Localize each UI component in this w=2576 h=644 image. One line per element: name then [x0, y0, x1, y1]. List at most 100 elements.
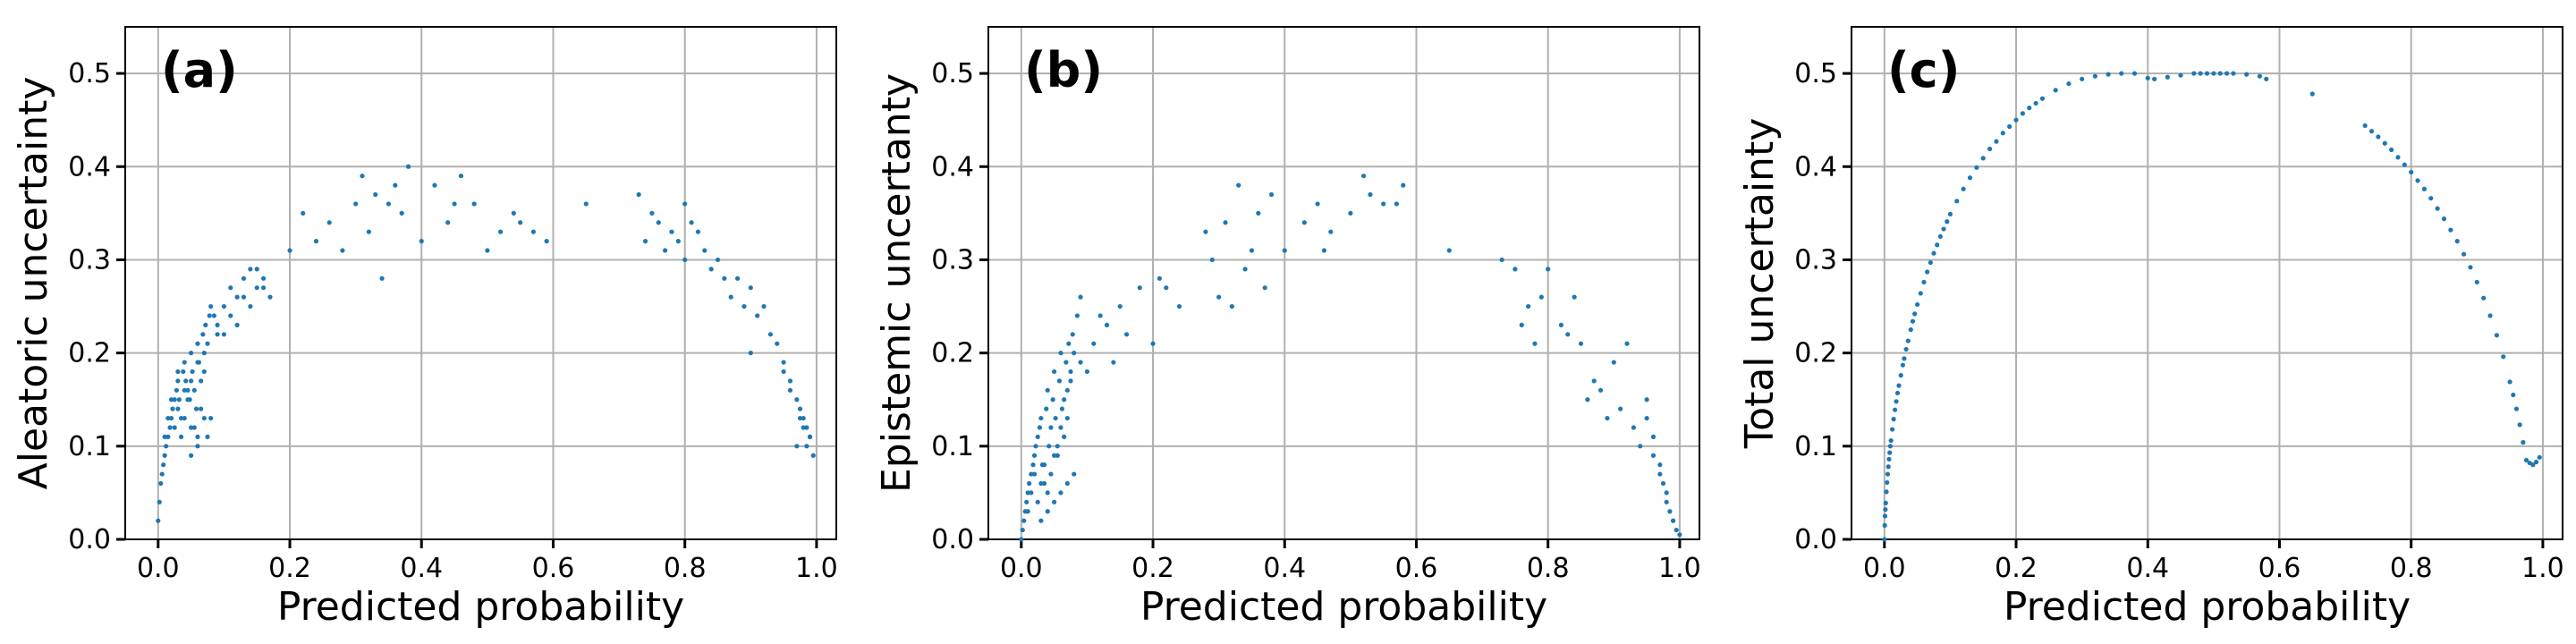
- data-point: [254, 285, 259, 291]
- data-point: [205, 341, 210, 346]
- data-point: [2309, 91, 2315, 97]
- data-point: [1242, 267, 1248, 272]
- data-point: [168, 397, 174, 402]
- y-tick-label: 0.3: [1794, 244, 1837, 275]
- data-point: [1123, 332, 1130, 337]
- data-point: [2501, 354, 2506, 360]
- data-point: [248, 303, 253, 309]
- data-point: [2428, 196, 2434, 201]
- x-axis-label: Predicted probability: [277, 584, 684, 630]
- data-point: [2362, 123, 2368, 129]
- data-point: [1045, 490, 1050, 496]
- data-point: [157, 499, 162, 504]
- data-point: [1059, 406, 1065, 411]
- data-point: [1050, 397, 1055, 402]
- data-point: [801, 425, 806, 430]
- data-point: [2517, 422, 2522, 428]
- data-point: [1961, 186, 1966, 191]
- data-point: [485, 248, 490, 253]
- data-point: [2448, 227, 2453, 233]
- data-point: [1072, 351, 1077, 356]
- data-point: [2507, 379, 2512, 385]
- y-tick-label: 0.3: [931, 244, 974, 275]
- data-point: [1360, 174, 1367, 179]
- data-point: [1176, 303, 1182, 309]
- data-point: [260, 275, 267, 281]
- data-point: [734, 275, 741, 281]
- x-tick-label: 0.0: [1000, 553, 1043, 584]
- data-point: [1024, 499, 1030, 504]
- data-point: [1117, 303, 1123, 309]
- y-tick-label: 0.5: [931, 58, 974, 89]
- data-point: [178, 415, 184, 421]
- data-point: [1519, 322, 1524, 327]
- data-point: [1892, 407, 1898, 412]
- data-point: [1229, 303, 1234, 309]
- y-tick-label: 0.2: [68, 338, 111, 369]
- panel-label: (c): [1887, 42, 1960, 98]
- data-point: [2521, 440, 2526, 445]
- data-point: [2020, 111, 2025, 116]
- panel-label: (a): [161, 42, 238, 98]
- x-tick-label: 0.6: [532, 553, 575, 584]
- data-point: [189, 425, 194, 430]
- data-point: [797, 406, 803, 411]
- data-point: [1526, 303, 1531, 309]
- data-point: [1066, 341, 1072, 346]
- data-point: [663, 248, 668, 253]
- data-point: [787, 378, 793, 384]
- data-point: [182, 415, 187, 421]
- data-point: [254, 267, 259, 272]
- data-point: [1256, 210, 1261, 216]
- data-point: [1937, 233, 1943, 240]
- data-point: [1029, 490, 1034, 496]
- data-point: [185, 397, 191, 402]
- data-point: [2257, 73, 2262, 79]
- data-point: [1064, 415, 1070, 421]
- data-point: [1954, 199, 1960, 204]
- data-point: [1903, 346, 1909, 352]
- data-point: [1058, 425, 1063, 430]
- data-point: [1900, 362, 1906, 368]
- data-point: [241, 294, 247, 300]
- x-tick-label: 0.8: [1527, 553, 1570, 584]
- data-point: [1019, 537, 1024, 542]
- data-point: [2368, 129, 2375, 134]
- data-point: [167, 425, 173, 430]
- data-point: [2533, 459, 2539, 465]
- data-point: [386, 201, 392, 207]
- data-point: [1035, 434, 1040, 439]
- data-point: [1063, 360, 1069, 365]
- data-point: [158, 480, 164, 487]
- data-point: [228, 285, 233, 291]
- data-point: [1925, 269, 1930, 275]
- data-point: [1111, 360, 1116, 365]
- scatter-series: [156, 164, 816, 523]
- data-point: [1921, 279, 1927, 285]
- data-point: [2435, 206, 2440, 211]
- data-point: [176, 397, 182, 402]
- panel-1: 0.0 0.2 0.4 0.6 0.8 1.0 0.0 0.1 0.2 0.3 0.4 0.5 Pred…: [11, 26, 838, 630]
- data-point: [1209, 257, 1215, 263]
- data-point: [2402, 162, 2407, 167]
- data-point: [804, 444, 809, 449]
- data-point: [810, 453, 816, 458]
- y-tick-label: 0.1: [931, 431, 974, 462]
- data-point: [201, 369, 207, 375]
- data-point: [195, 444, 200, 449]
- data-point: [1657, 471, 1663, 477]
- data-point: [1967, 175, 1973, 181]
- data-point: [1025, 509, 1030, 514]
- data-point: [1068, 369, 1073, 375]
- data-point: [1091, 341, 1097, 346]
- data-point: [1055, 453, 1060, 458]
- data-point: [1902, 356, 1907, 361]
- data-point: [1025, 490, 1030, 496]
- data-point: [165, 415, 171, 421]
- data-point: [708, 267, 714, 272]
- data-point: [1885, 471, 1891, 477]
- data-point: [669, 229, 674, 234]
- data-point: [1062, 397, 1067, 402]
- data-point: [2217, 71, 2223, 76]
- y-tick-label: 0.5: [1794, 58, 1837, 89]
